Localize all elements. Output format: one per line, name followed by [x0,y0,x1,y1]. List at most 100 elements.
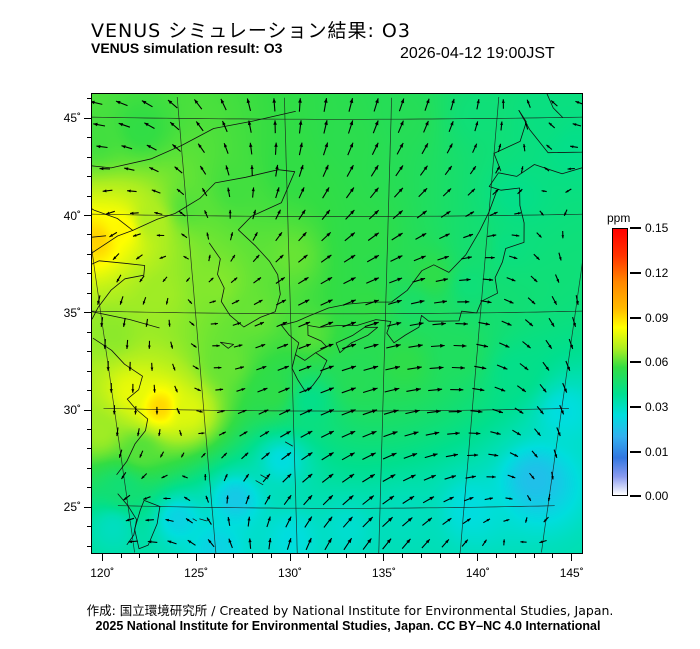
wind-arrow-head [181,233,185,237]
wind-arrow-head [149,167,154,171]
wind-arrow-head [347,538,352,544]
wind-arrow-head [349,187,354,193]
wind-arrow-head [242,410,247,413]
wind-arrow-head [328,473,334,479]
wind-arrow-head [457,409,462,414]
wind-arrow-head [396,299,402,304]
wind-arrow-head [148,345,151,349]
wind-arrow-head [557,432,561,437]
wind-arrow-head [489,497,493,501]
wind-arrow-head [302,232,307,237]
wind-arrow-head [374,277,379,282]
wind-arrow-head [259,322,264,326]
wind-arrow-head [476,99,480,104]
wind-arrow-head [525,519,528,523]
wind-arrow-head [204,474,207,477]
wind-arrow-head [174,166,179,171]
wind-arrow-head [305,322,311,326]
wind-arrow-head [390,474,396,479]
wind-arrow-head [483,539,487,543]
wind-arrow-head [422,210,427,215]
wind-arrow-head [373,299,379,304]
wind-arrow-head [238,344,243,348]
wind-arrow-head [520,540,524,544]
wind-arrow-head [202,453,206,456]
wind-arrow-head [273,120,277,125]
wind-arrow-head [375,98,379,104]
wind-arrow-head [543,519,547,523]
wind-arrow-head [326,255,332,259]
wind-arrow-head [155,411,159,415]
wind-arrow-head [220,98,225,104]
wind-arrow-head [253,209,256,214]
wind-arrow-head [469,497,474,501]
map-plot-area [91,93,583,554]
wind-arrow-head [541,190,545,193]
wind-arrow-head [509,497,513,500]
wind-arrow-head [232,254,235,259]
wind-arrow-head [119,301,123,305]
wind-arrow-head [463,322,468,326]
coastline-path [92,311,160,329]
wind-arrow-head [350,299,356,304]
wind-arrow-head [551,100,555,104]
wind-arrow-head [212,300,216,303]
wind-arrow-head [127,189,131,193]
wind-arrow-head [556,278,559,283]
wind-arrow-head [133,234,137,237]
wind-arrow-head [494,453,499,457]
wind-arrow-head [145,518,149,522]
x-axis-minor-tick [345,554,347,558]
wind-arrow-head [124,167,129,171]
wind-arrow-head [307,387,312,392]
wind-arrow-head [392,431,398,436]
x-axis-minor-tick [402,554,404,558]
wind-arrow-head [251,187,255,192]
wind-arrow-head [467,256,472,260]
wind-arrow-head [201,432,205,435]
wind-arrow-head [394,365,400,370]
wind-arrow-head [146,145,151,149]
wind-arrow-head [436,409,441,414]
wind-arrow-head [374,120,379,126]
wind-arrow-head [130,211,134,215]
wind-arrow-head [349,474,355,479]
wind-arrow-head [474,453,479,457]
wind-arrow-head [372,387,378,392]
wind-arrow-head [389,495,394,501]
x-axis-minor-tick [514,554,516,558]
meridian-line [378,97,392,553]
x-axis-minor-tick [233,554,235,558]
wind-arrow-head [153,389,156,393]
wind-arrow-head [483,344,488,348]
wind-arrow-head [534,453,538,458]
wind-arrow-head [400,98,405,104]
wind-arrow-head [350,321,356,326]
wind-arrow-head [307,473,313,479]
wind-arrow-head [143,497,147,500]
x-axis-major-tick [289,554,291,561]
wind-arrow-head [210,277,214,281]
wind-arrow-head [306,365,312,370]
wind-arrow-head [502,539,506,543]
wind-arrow-head [328,516,333,522]
wind-arrow-head [202,188,206,192]
wind-arrow-head [99,167,104,171]
wind-arrow-head [134,411,137,415]
y-axis-minor-tick [87,351,91,353]
wind-arrow-head [371,431,377,435]
wind-arrow-head [416,365,422,370]
y-axis-major-tick [84,409,91,411]
wind-arrow-head [513,256,518,259]
x-axis-major-tick [383,554,385,561]
wind-arrow-head [106,367,110,371]
wind-vector-group [92,98,582,551]
y-axis-minor-tick [87,370,91,372]
wind-arrow-head [168,100,173,105]
wind-arrow-head [276,187,280,192]
wind-arrow-head [163,497,167,500]
x-axis-minor-tick [158,554,160,558]
colorbar-tick-label: 0.03 [645,399,669,414]
wind-arrow-head [283,344,288,348]
wind-arrow-head [451,475,456,479]
